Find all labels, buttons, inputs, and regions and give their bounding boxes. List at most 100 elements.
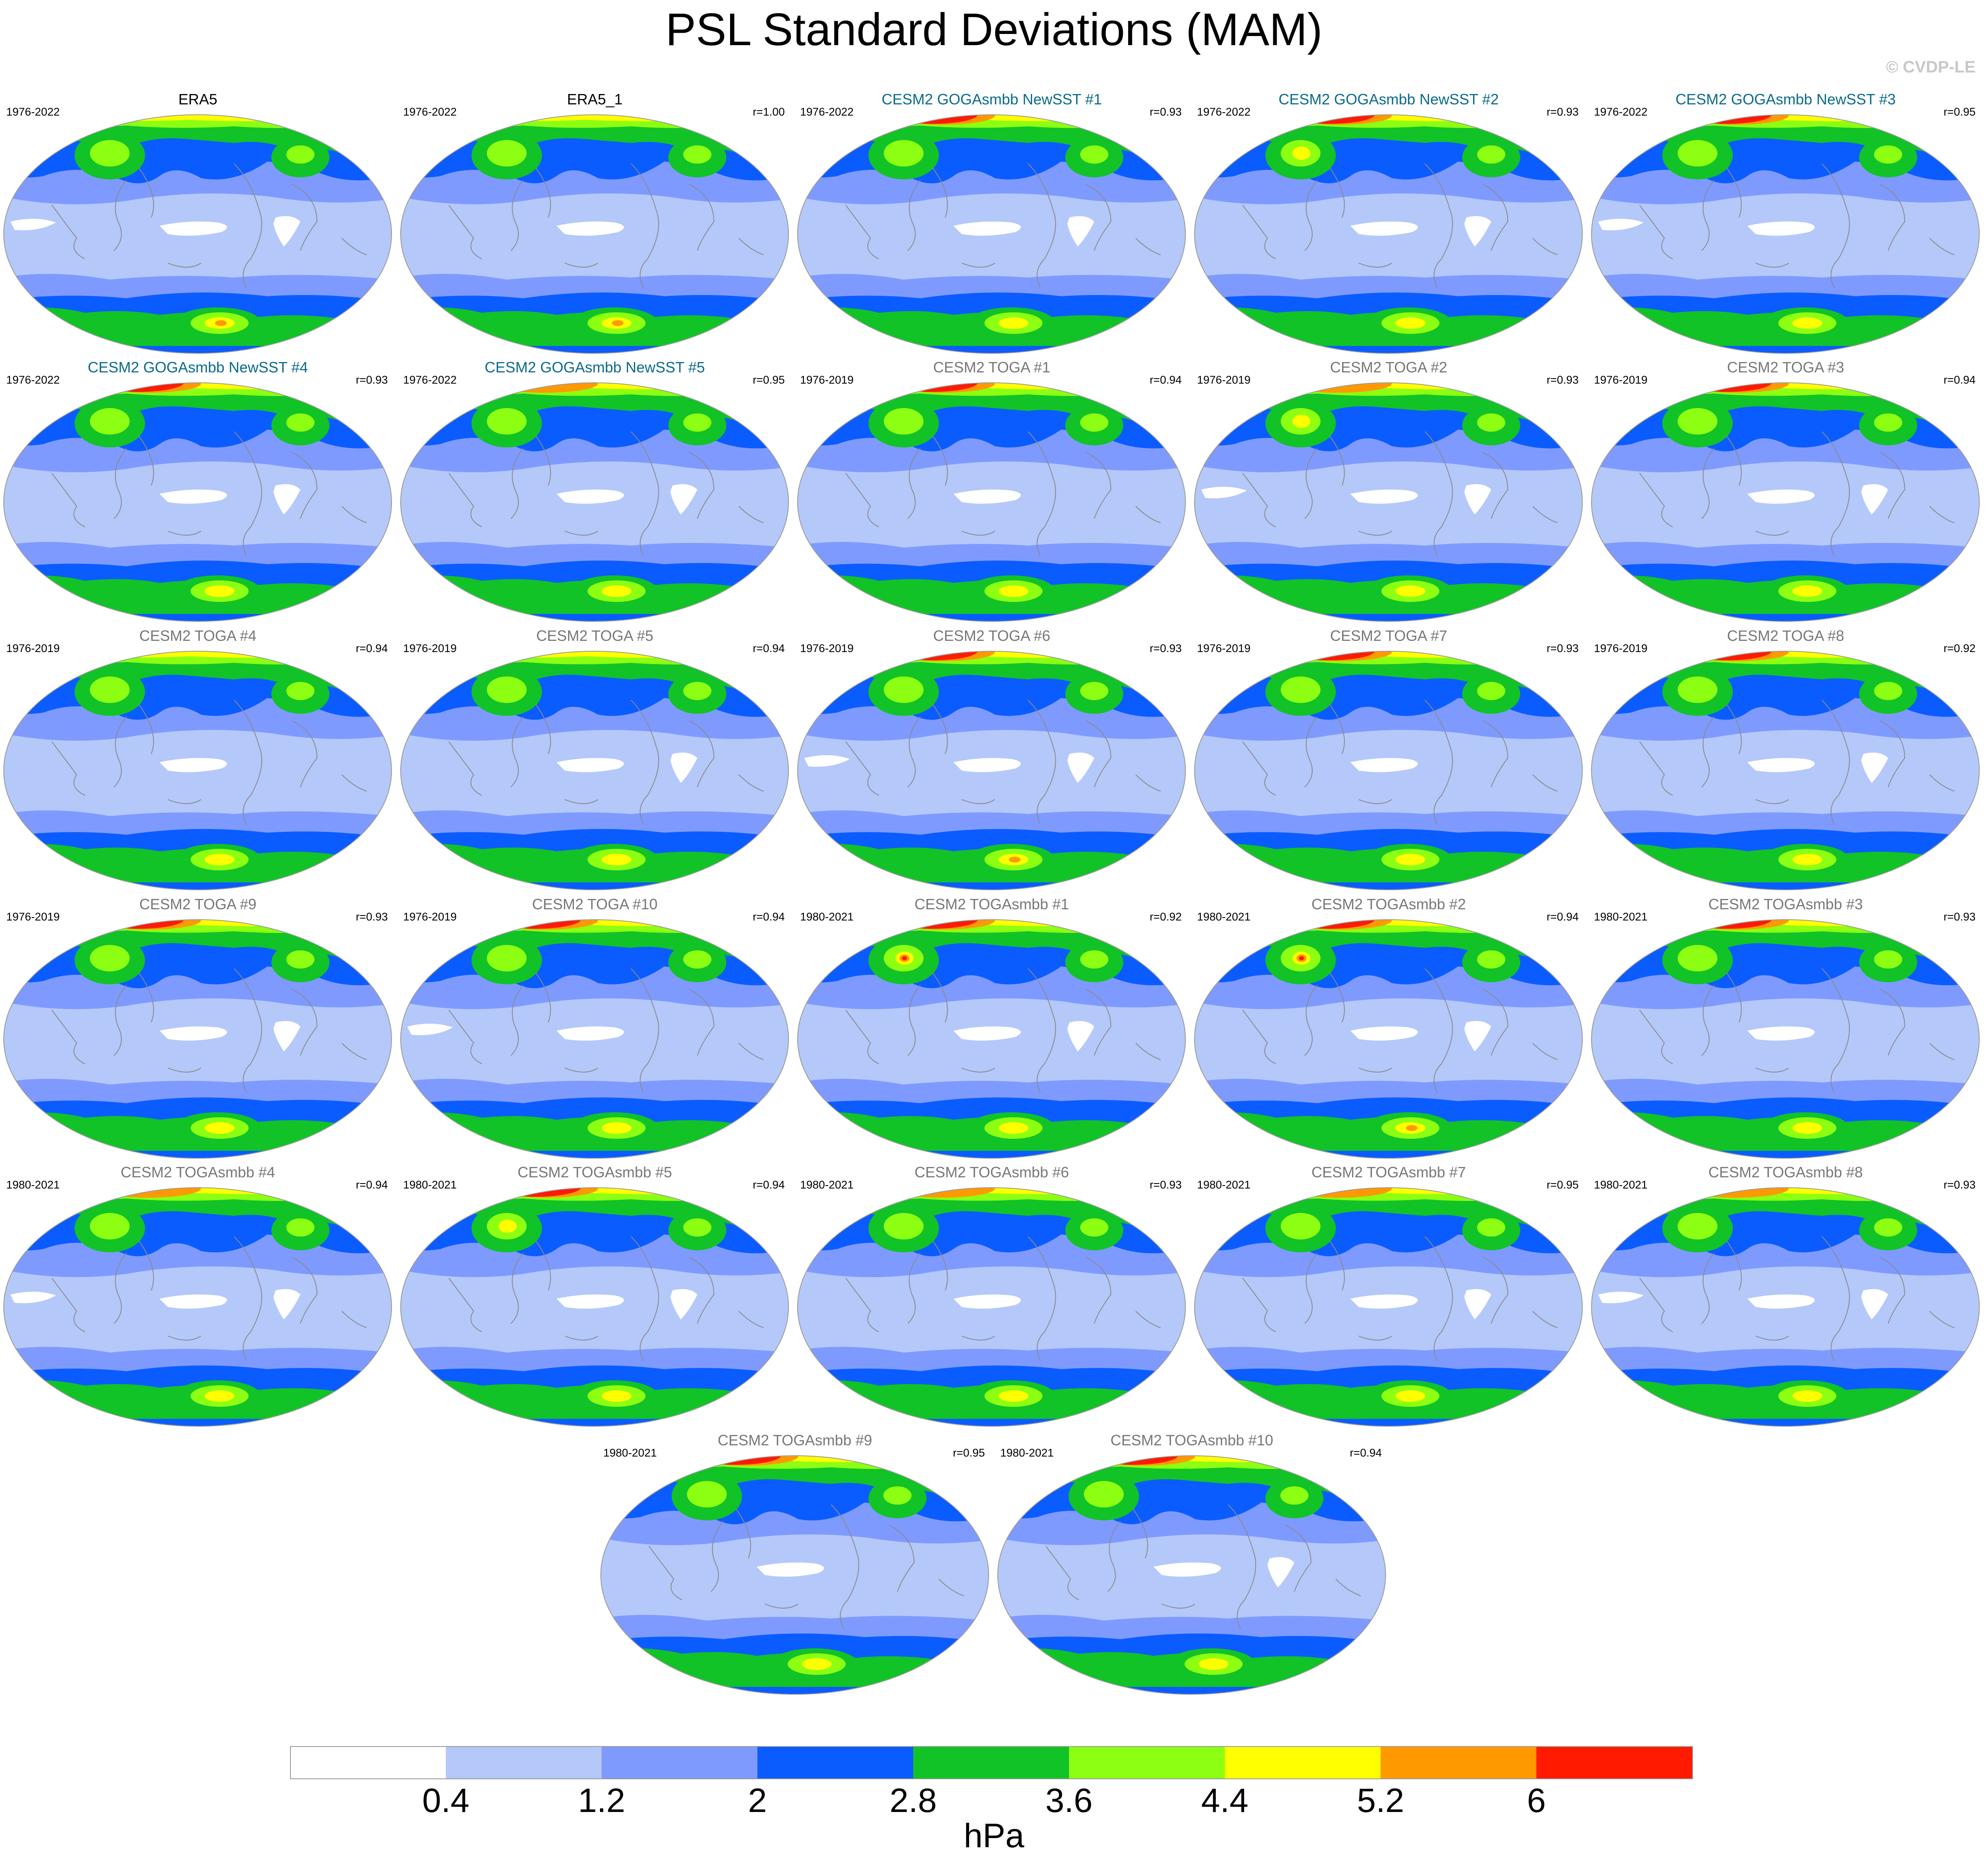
sh-storm-peak: [999, 1122, 1028, 1134]
panel-correlation: r=0.93: [1943, 1179, 1976, 1191]
tropical-minimum: [953, 758, 1021, 772]
west-minimum: [10, 218, 56, 230]
sh-storm-peak: [999, 585, 1028, 597]
panel-title: CESM2 TOGAsmbb #3: [1708, 896, 1863, 913]
map-outline: [400, 651, 789, 890]
north-pacific-peak: [1292, 415, 1311, 428]
panel-years: 1980-2021: [403, 1179, 457, 1191]
north-pacific-core: [90, 408, 130, 435]
panel-map: [796, 1187, 1187, 1427]
atlantic-minimum: [1067, 752, 1094, 783]
map-outline: [400, 114, 789, 354]
map-outline: [1194, 114, 1583, 354]
coastline: [51, 968, 367, 1093]
north-pacific-core: [1678, 676, 1717, 703]
tropical-minimum: [953, 489, 1021, 504]
panel-correlation: r=0.94: [1943, 374, 1976, 386]
coastline: [648, 1504, 964, 1629]
colorbar-tick-label: 5.2: [1357, 1782, 1404, 1819]
colorbar-tick-label: 2.8: [890, 1782, 937, 1819]
west-minimum: [10, 1291, 56, 1303]
coastline: [1639, 431, 1955, 556]
psl-std-map: [3, 651, 392, 890]
tropical-minimum: [1350, 221, 1418, 236]
map-outline: [997, 1455, 1386, 1695]
psl-std-map: [1194, 114, 1583, 354]
north-pacific-extreme: [902, 956, 907, 960]
psl-std-map: [1194, 1187, 1583, 1427]
sh-storm-peak: [1199, 1658, 1229, 1670]
map-panel: CESM2 TOGA #6 1976-2019 r=0.93: [796, 626, 1187, 895]
psl-std-map: [400, 1187, 789, 1427]
tropical-minimum: [1350, 1026, 1418, 1041]
panel-correlation: r=0.94: [356, 642, 388, 655]
sh-storm-max: [1406, 1125, 1417, 1131]
psl-std-map: [797, 1187, 1186, 1427]
north-atlantic-core: [683, 413, 711, 432]
colorbar-tick-label: 1.2: [578, 1782, 625, 1819]
psl-std-map: [1591, 919, 1980, 1159]
copyright-label: © CVDP-LE: [1886, 58, 1976, 76]
panel-years: 1976-2022: [1594, 106, 1648, 118]
sh-storm-peak: [999, 317, 1028, 329]
panel-years: 1976-2022: [6, 106, 60, 118]
north-atlantic-core: [1477, 145, 1505, 164]
north-atlantic-core: [1280, 1486, 1308, 1505]
sh-storm-peak: [1792, 317, 1822, 329]
panel-years: 1976-2022: [800, 106, 854, 118]
tropical-minimum: [757, 1562, 824, 1577]
panel-map: [1193, 1187, 1584, 1427]
north-pacific-core: [884, 676, 924, 703]
panel-title: CESM2 GOGAsmbb NewSST #3: [1675, 91, 1896, 108]
panel-years: 1976-2019: [1594, 642, 1648, 655]
north-pacific-extreme: [1299, 956, 1304, 960]
coastline: [1639, 700, 1955, 825]
panel-years: 1980-2021: [1000, 1447, 1054, 1459]
panel-correlation: r=0.94: [1149, 374, 1182, 386]
north-pacific-core: [687, 1481, 727, 1507]
atlantic-minimum: [1861, 752, 1888, 783]
sh-storm-peak: [602, 854, 631, 865]
panel-title: CESM2 TOGAsmbb #1: [914, 896, 1069, 913]
map-outline: [797, 114, 1186, 354]
panel-correlation: r=0.93: [1546, 642, 1579, 655]
map-panel: CESM2 GOGAsmbb NewSST #2 1976-2022 r=0.93: [1193, 89, 1584, 358]
coastline: [845, 431, 1161, 556]
panel-map: [796, 650, 1187, 891]
coastline: [1242, 1236, 1558, 1361]
psl-std-map: [400, 382, 789, 622]
panel-years: 1976-2022: [403, 374, 457, 386]
tropical-minimum: [1747, 758, 1815, 772]
map-panel: CESM2 TOGAsmbb #7 1980-2021 r=0.95: [1193, 1162, 1584, 1431]
map-panel: CESM2 TOGA #9 1976-2019 r=0.93: [2, 894, 394, 1163]
west-minimum: [1598, 1291, 1644, 1303]
north-pacific-core: [487, 676, 527, 703]
colorbar-tick-label: 6: [1527, 1782, 1546, 1819]
map-panel: CESM2 TOGAsmbb #8 1980-2021 r=0.93: [1590, 1162, 1981, 1431]
sh-storm-max: [215, 320, 227, 326]
tropical-minimum: [556, 489, 624, 504]
panel-map: [399, 919, 791, 1159]
coastline: [1639, 163, 1955, 288]
panel-years: 1980-2021: [800, 1179, 854, 1191]
panel-correlation: r=0.93: [1149, 1179, 1182, 1191]
map-outline: [1194, 651, 1583, 890]
panel-title: CESM2 TOGAsmbb #5: [518, 1164, 672, 1181]
sh-storm-peak: [802, 1658, 832, 1670]
panel-map: [796, 919, 1187, 1159]
north-pacific-core: [1281, 676, 1320, 703]
panel-correlation: r=0.93: [356, 911, 388, 923]
map-panel: CESM2 TOGA #5 1976-2019 r=0.94: [399, 626, 791, 895]
map-outline: [3, 114, 392, 354]
atlantic-minimum: [670, 484, 697, 515]
psl-std-map: [1591, 382, 1980, 622]
north-pacific-core: [1678, 408, 1717, 435]
colorbar-tick-label: 2: [748, 1782, 767, 1819]
panel-correlation: r=0.95: [1943, 106, 1976, 118]
north-atlantic-core: [683, 682, 711, 700]
map-outline: [797, 919, 1186, 1159]
tropical-minimum: [1350, 758, 1418, 772]
map-panel: CESM2 TOGAsmbb #2 1980-2021 r=0.94: [1193, 894, 1584, 1163]
panel-title: CESM2 TOGAsmbb #2: [1311, 896, 1466, 913]
